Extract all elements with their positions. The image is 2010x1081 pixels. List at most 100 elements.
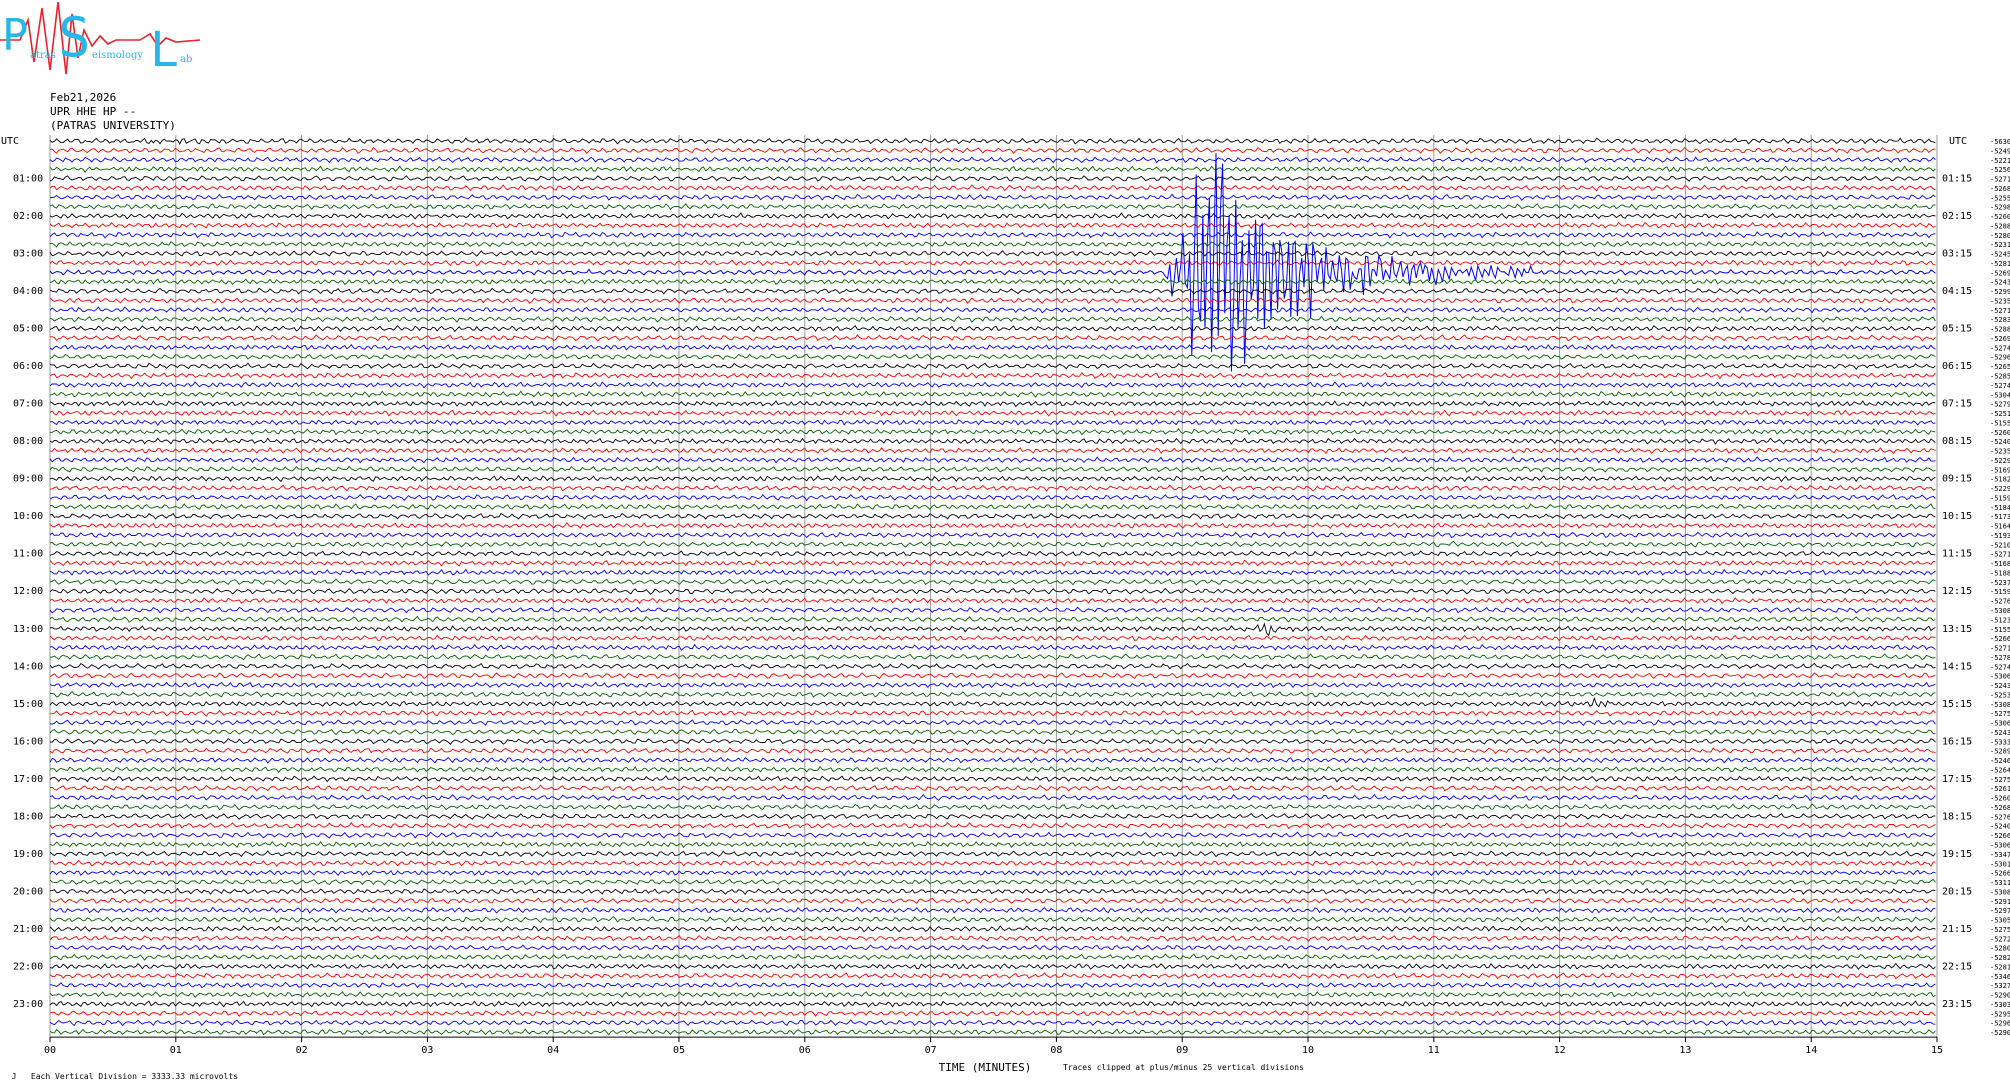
seismic-trace	[49, 568, 1936, 577]
trace-offset-label: -5305	[1990, 917, 2010, 925]
left-hour-label: 23:00	[13, 999, 43, 1010]
trace-offset-label: -5184	[1990, 504, 2010, 512]
trace-offset-label: -5266	[1990, 870, 2010, 878]
trace-offset-label: -5264	[1990, 766, 2010, 774]
left-hour-label: 21:00	[13, 924, 43, 935]
seismic-trace	[49, 831, 1936, 839]
left-hour-label: 17:00	[13, 774, 43, 785]
seismic-trace	[49, 897, 1936, 905]
seismic-trace	[49, 793, 1936, 802]
seismic-trace	[49, 231, 1936, 239]
seismic-trace	[49, 775, 1936, 783]
trace-offset-label: -5279	[1990, 401, 2010, 409]
seismic-traces	[49, 137, 1936, 1036]
seismic-trace	[49, 175, 1936, 182]
seismic-trace	[49, 306, 1936, 314]
trace-offset-label: -5266	[1990, 635, 2010, 643]
trace-offset-label: -5306	[1990, 673, 2010, 681]
right-hour-label: 22:15	[1942, 961, 1972, 972]
seismic-trace	[49, 540, 1936, 549]
seismic-trace	[49, 287, 1936, 295]
right-hour-label: 14:15	[1942, 661, 1972, 672]
seismic-trace	[49, 859, 1936, 867]
trace-offset-label: -5260	[1990, 795, 2010, 803]
trace-offset-label: -5255	[1990, 194, 2010, 202]
seismic-trace	[49, 737, 1936, 746]
right-hour-label: 15:15	[1942, 699, 1972, 710]
seismic-trace	[49, 634, 1936, 642]
trace-offset-label: -5168	[1990, 560, 2010, 568]
left-hour-label: 10:00	[13, 511, 43, 522]
trace-offset-label: -5347	[1990, 851, 2010, 859]
left-hour-label: 11:00	[13, 549, 43, 560]
x-axis-title: TIME (MINUTES)	[939, 1061, 1032, 1074]
trace-offset-label: -5159	[1990, 494, 2010, 502]
left-hour-label: 02:00	[13, 211, 43, 222]
trace-offset-label: -5269	[1990, 335, 2010, 343]
trace-offset-label: -5304	[1990, 391, 2010, 399]
seismic-trace	[49, 1000, 1936, 1008]
seismic-trace	[49, 212, 1936, 220]
seismic-trace	[49, 850, 1936, 858]
x-tick-label: 02	[296, 1045, 308, 1056]
trace-offset-label: -5265	[1990, 363, 2010, 371]
trace-offset-label: -5282	[1990, 954, 2010, 962]
trace-offset-label: -5237	[1990, 579, 2010, 587]
logo-letter-p: P	[2, 10, 29, 61]
x-tick-label: 12	[1554, 1045, 1566, 1056]
trace-offset-label: -5290	[1990, 1029, 2010, 1037]
left-hour-label: 04:00	[13, 286, 43, 297]
left-axis-title: UTC	[1, 136, 19, 147]
trace-offset-label: -5260	[1990, 429, 2010, 437]
right-hour-label: 06:15	[1942, 361, 1972, 372]
right-hour-label: 13:15	[1942, 624, 1972, 635]
seismic-trace	[49, 615, 1936, 623]
trace-offset-label: -5271	[1990, 645, 2010, 653]
right-hour-label: 23:15	[1942, 999, 1972, 1010]
seismic-trace	[49, 418, 1936, 427]
right-hour-label: 03:15	[1942, 249, 1972, 260]
trace-offset-label: -5290	[1990, 992, 2010, 1000]
x-tick-label: 15	[1931, 1045, 1943, 1056]
trace-offset-label: -5243	[1990, 682, 2010, 690]
trace-offset-label: -5169	[1990, 466, 2010, 474]
trace-offset-label: -5240	[1990, 823, 2010, 831]
trace-offset-label: -5271	[1990, 551, 2010, 559]
trace-offset-label: -5243	[1990, 729, 2010, 737]
right-hour-label: 09:15	[1942, 474, 1972, 485]
seismic-trace	[49, 934, 1936, 943]
seismic-trace	[49, 193, 1936, 201]
left-hour-label: 03:00	[13, 249, 43, 260]
trace-offset-label: -5275	[1990, 926, 2010, 934]
seismic-trace	[49, 221, 1936, 230]
seismic-trace	[49, 690, 1936, 698]
trace-offset-label: -5123	[1990, 616, 2010, 624]
trace-offset-label: -5299	[1990, 288, 2010, 296]
trace-offset-label: -5298	[1990, 204, 2010, 212]
right-hour-label: 17:15	[1942, 774, 1972, 785]
trace-offset-label: -5193	[1990, 532, 2010, 540]
footer-scale-note: Each Vertical Division = 3333.33 microvo…	[30, 1072, 239, 1081]
seismic-trace	[49, 962, 1936, 970]
x-tick-label: 11	[1428, 1045, 1440, 1056]
seismic-trace	[49, 456, 1936, 464]
seismic-trace	[49, 887, 1936, 896]
left-hour-label: 16:00	[13, 736, 43, 747]
trace-offset-label: -5269	[1990, 269, 2010, 277]
trace-offset-label: -5268	[1990, 185, 2010, 193]
right-hour-label: 05:15	[1942, 324, 1972, 335]
seismic-trace	[49, 784, 1936, 792]
trace-offset-label: -5281	[1990, 963, 2010, 971]
logo-word-ab: ab	[180, 54, 192, 65]
trace-offset-label: -5308	[1990, 607, 2010, 615]
trace-offset-label: -5308	[1990, 888, 2010, 896]
trace-offset-label: -5271	[1990, 176, 2010, 184]
right-hour-label: 18:15	[1942, 811, 1972, 822]
trace-offset-label: -5155	[1990, 626, 2010, 634]
trace-offset-label: -5327	[1990, 982, 2010, 990]
right-hour-label: 21:15	[1942, 924, 1972, 935]
trace-offset-label: -5243	[1990, 279, 2010, 287]
seismic-trace	[49, 297, 1936, 304]
footer-clip-note: Traces clipped at plus/minus 25 vertical…	[1063, 1063, 1304, 1072]
trace-offset-label: -5285	[1990, 373, 2010, 381]
